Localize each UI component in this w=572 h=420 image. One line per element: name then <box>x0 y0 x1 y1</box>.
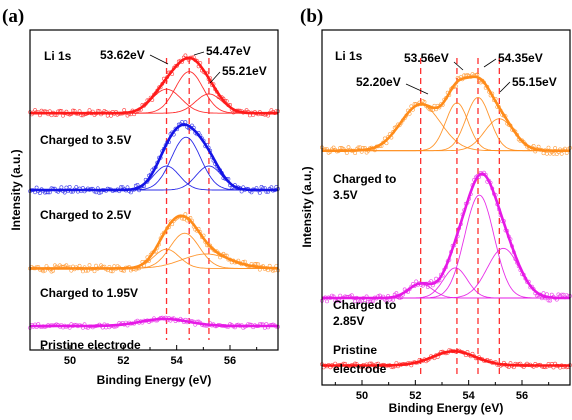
panel-a-peak-label-2: 54.47eV <box>206 44 251 58</box>
panel-b-series-label-3a: Pristine <box>333 343 377 357</box>
panel-b-series-label-3b: electrode <box>333 362 387 376</box>
panel-b-peak-leader-3 <box>483 58 497 68</box>
panel-b-x-tick-label-54: 54 <box>463 390 476 402</box>
panel-b: (b) Li 1s 52.20eV 53.56eV 54.35eV 55.15e… <box>300 6 572 415</box>
panel-a-plot <box>28 53 280 340</box>
panel-b-label: (b) <box>300 6 323 27</box>
panel-b-x-axis-title: Binding Energy (eV) <box>389 401 504 415</box>
panel-a-x-tick-label-50: 50 <box>64 355 76 367</box>
panel-a: (a) Li 1s 53.62eV 54.47eV 55.21eV Charge… <box>2 6 280 387</box>
panel-b-series-1-component-2 <box>322 102 570 152</box>
panel-b-series-1-component-1 <box>322 104 570 152</box>
panel-b-series-label-2b: 2.85V <box>333 314 364 328</box>
panel-b-series-1-fit-envelope <box>322 75 570 152</box>
panel-b-peak-label-4: 55.15eV <box>512 75 557 89</box>
panel-a-peak-leader-3 <box>209 71 221 84</box>
panel-a-series-4-raw-data <box>28 315 280 330</box>
panel-a-x-ticks: 50 52 54 56 <box>42 345 258 367</box>
panel-a-series-label-3: Charged to 1.95V <box>40 286 138 300</box>
panel-a-element-label: Li 1s <box>44 49 72 63</box>
panel-b-plot <box>320 58 572 375</box>
panel-b-x-tick-label-50: 50 <box>356 390 368 402</box>
panel-b-element-label: Li 1s <box>335 49 363 63</box>
panel-b-peak-leader-1 <box>405 83 429 95</box>
panel-b-x-tick-label-52: 52 <box>409 390 421 402</box>
panel-a-series-3-fit-envelope <box>30 214 278 270</box>
panel-a-peak-leader-2 <box>193 51 205 56</box>
panel-b-series-2-component-1 <box>322 283 570 299</box>
panel-a-series-2-fit-envelope <box>30 123 278 192</box>
panel-a-series-label-1: Charged to 3.5V <box>40 133 131 147</box>
panel-a-x-axis-title: Binding Energy (eV) <box>97 373 212 387</box>
panel-b-series-2-raw-data <box>320 170 572 304</box>
panel-a-x-tick-label-54: 54 <box>171 355 184 367</box>
panel-a-label: (a) <box>2 6 24 27</box>
panel-a-series-label-4: Pristine electrode <box>40 338 141 352</box>
panel-a-series-label-2: Charged to 2.5V <box>40 208 131 222</box>
panel-a-peak-label-1: 53.62eV <box>100 48 145 62</box>
panel-b-series-2-fit-envelope <box>322 172 570 300</box>
panel-b-peak-label-1: 52.20eV <box>356 75 401 89</box>
panel-a-peak-leader-1 <box>149 54 169 65</box>
panel-a-series-1-fit-envelope <box>30 56 278 115</box>
panel-b-peak-leader-2 <box>453 61 464 71</box>
panel-b-series-3-fit-envelope <box>322 350 570 367</box>
panel-a-series-4-fit-envelope <box>30 317 278 328</box>
panel-b-peak-leader-4 <box>499 81 511 93</box>
panel-a-y-axis-title: Intensity (a.u.) <box>9 149 23 230</box>
panel-a-frame <box>29 29 279 351</box>
panel-b-series-label-1a: Charged to <box>333 172 396 186</box>
panel-b-x-ticks: 50 52 54 56 <box>334 380 550 402</box>
panel-b-series-label-1b: 3.5V <box>333 188 358 202</box>
panel-b-y-axis-title: Intensity (a.u.) <box>300 166 314 247</box>
panel-b-series-2-component-2 <box>322 267 570 299</box>
panel-b-x-tick-label-56: 56 <box>516 390 528 402</box>
panel-b-series-1-component-3 <box>322 97 570 152</box>
panel-b-series-2-component-3 <box>322 194 570 299</box>
panel-a-x-tick-label-52: 52 <box>117 355 129 367</box>
panel-b-frame <box>321 29 571 386</box>
panel-b-peak-label-2: 53.56eV <box>404 51 449 65</box>
panel-b-peak-label-3: 54.35eV <box>498 51 543 65</box>
panel-a-x-tick-label-56: 56 <box>224 355 236 367</box>
panel-a-series-2-raw-data <box>28 120 280 195</box>
panel-a-peak-label-3: 55.21eV <box>222 64 267 78</box>
panel-b-series-label-2a: Charged to <box>333 298 396 312</box>
